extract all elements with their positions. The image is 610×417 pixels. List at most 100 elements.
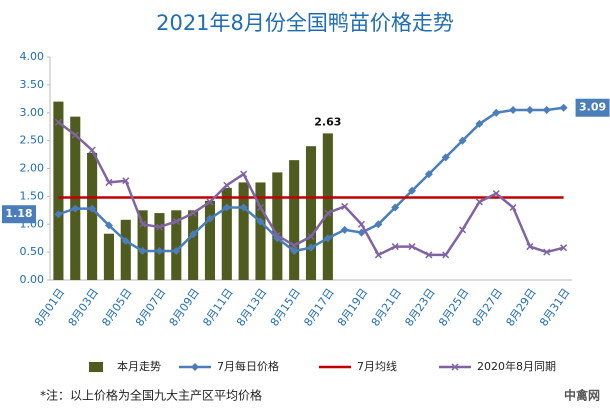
- line-marker: [307, 232, 315, 241]
- line-marker: [509, 203, 517, 212]
- line-marker: [509, 105, 518, 114]
- line-marker: [560, 244, 568, 252]
- y-tick-label: 3.50: [20, 78, 45, 91]
- bar: [53, 101, 64, 280]
- data-label-box: [2, 205, 36, 224]
- line-marker: [273, 231, 281, 239]
- line-marker: [138, 247, 147, 256]
- bar: [87, 152, 98, 280]
- line-marker: [475, 119, 484, 128]
- y-tick-label: 3.00: [20, 106, 45, 119]
- line-marker: [374, 251, 382, 259]
- line-marker: [475, 198, 483, 206]
- line-marker: [104, 221, 113, 230]
- line-marker: [492, 108, 501, 117]
- y-tick-label: 1.50: [20, 189, 45, 202]
- bar: [171, 210, 182, 280]
- y-tick-label: 0.50: [20, 245, 45, 258]
- source: 中禽网: [564, 388, 600, 403]
- line-marker: [71, 204, 80, 213]
- line-marker: [290, 241, 298, 249]
- line-marker: [205, 214, 214, 223]
- line-marker: [189, 209, 197, 217]
- line-marker: [543, 248, 551, 256]
- bar: [103, 233, 114, 280]
- line-marker: [256, 203, 265, 212]
- line-marker: [357, 220, 366, 228]
- line-marker: [324, 209, 332, 217]
- bar: [221, 188, 232, 280]
- line-marker: [172, 217, 180, 225]
- line-marker: [340, 225, 349, 234]
- line-marker: [424, 170, 433, 179]
- line-marker: [425, 251, 433, 259]
- data-label: 1.18: [5, 207, 32, 220]
- line-marker: [391, 203, 400, 212]
- legend-marker: [191, 363, 199, 371]
- line-marker: [374, 220, 383, 229]
- line-marker: [458, 136, 467, 145]
- legend-swatch: [89, 362, 103, 372]
- y-tick-label: 0.00: [20, 273, 45, 286]
- line-marker: [442, 251, 450, 259]
- line-marker: [459, 226, 467, 234]
- bar: [305, 146, 317, 280]
- bar: [154, 213, 165, 280]
- note: *注：以上价格为全国九大主产区平均价格: [40, 388, 262, 403]
- line-marker: [54, 210, 63, 219]
- line-marker: [206, 198, 214, 206]
- chart-title: 2021年8月份全国鸭苗价格走势: [156, 11, 454, 35]
- bar: [137, 210, 148, 280]
- data-label: 2.63: [314, 115, 341, 128]
- y-tick-label: 4.00: [20, 50, 45, 63]
- line-marker: [54, 118, 62, 126]
- line-marker: [155, 223, 163, 231]
- line-marker: [307, 243, 315, 252]
- line-marker: [88, 146, 96, 154]
- bar: [322, 133, 333, 280]
- line-marker: [121, 236, 130, 245]
- bar: [238, 182, 249, 280]
- line-marker: [492, 190, 500, 198]
- line-marker: [222, 203, 231, 212]
- line-marker: [155, 247, 164, 256]
- line-marker: [323, 234, 332, 243]
- line-marker: [240, 170, 248, 178]
- line-marker: [105, 178, 113, 186]
- legend-label: 本月走势: [117, 359, 161, 373]
- bar: [204, 200, 216, 280]
- line-marker: [391, 243, 399, 251]
- y-tick-label: 2.50: [20, 134, 45, 147]
- line-marker: [408, 186, 417, 195]
- line-marker: [526, 243, 534, 251]
- line-marker: [139, 220, 147, 228]
- legend-label: 2020年8月同期: [477, 359, 556, 373]
- line-marker: [223, 181, 231, 189]
- legend-marker: [451, 363, 459, 371]
- line-marker: [559, 103, 568, 112]
- bar: [272, 172, 283, 280]
- line-marker: [408, 243, 416, 251]
- line-marker: [341, 202, 349, 210]
- bar: [289, 160, 300, 280]
- line-marker: [122, 177, 130, 185]
- data-label-box: [575, 98, 610, 117]
- line-marker: [71, 131, 79, 139]
- line-marker: [542, 105, 551, 114]
- line-marker: [239, 203, 248, 212]
- data-label: 3.09: [579, 101, 606, 114]
- line-marker: [441, 153, 450, 162]
- line-marker: [189, 230, 198, 239]
- y-tick-label: 2.00: [20, 162, 45, 175]
- bar: [120, 219, 131, 280]
- legend-label: 7月每日价格: [217, 359, 279, 373]
- line-marker: [256, 217, 265, 226]
- line-marker: [290, 247, 299, 256]
- line-marker: [525, 105, 534, 114]
- bar: [188, 210, 199, 280]
- line-marker: [357, 228, 366, 237]
- line-marker: [172, 247, 181, 256]
- bar: [255, 182, 266, 280]
